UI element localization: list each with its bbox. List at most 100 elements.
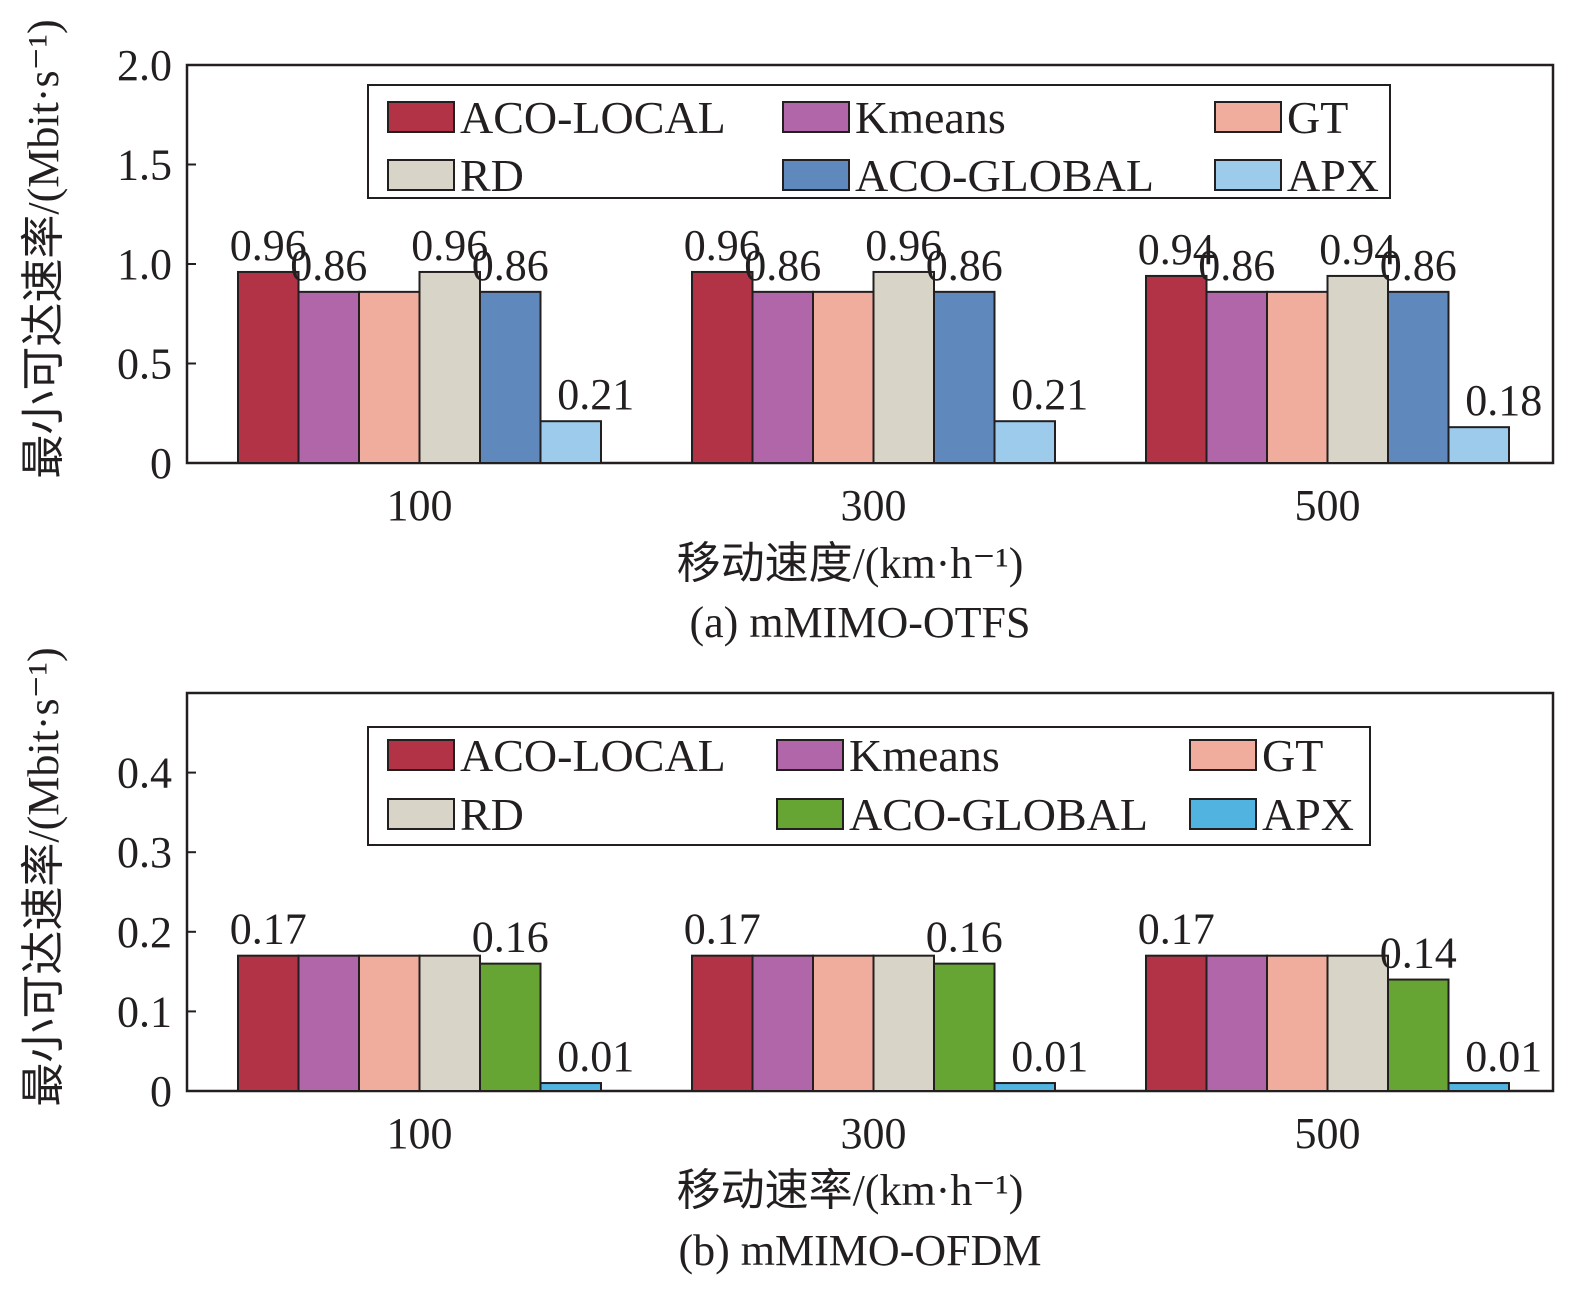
legend-swatch-apx bbox=[1189, 798, 1257, 830]
data-label: 0.94 bbox=[1319, 225, 1396, 274]
bar-apx-100 bbox=[539, 420, 602, 464]
chart-caption: (a) mMIMO-OTFS bbox=[690, 598, 1031, 647]
x-tick-label: 500 bbox=[1295, 481, 1361, 530]
legend-swatch-aco-global bbox=[776, 798, 844, 830]
y-tick-label: 1.5 bbox=[117, 141, 172, 190]
bar-apx-100 bbox=[539, 1082, 602, 1093]
x-tick-label: 500 bbox=[1295, 1109, 1361, 1158]
bar-apx-300 bbox=[993, 420, 1056, 464]
bar-aco-global-100 bbox=[479, 290, 542, 464]
x-axis-label: 移动速度/(km·h⁻¹) bbox=[677, 539, 1024, 588]
y-tick-label: 0 bbox=[150, 439, 172, 488]
y-tick-label: 0.3 bbox=[117, 828, 172, 877]
bar-apx-500 bbox=[1447, 426, 1510, 464]
y-tick-label: 0.5 bbox=[117, 340, 172, 389]
legend-label-kmeans: Kmeans bbox=[849, 730, 1000, 781]
data-label: 0.17 bbox=[684, 905, 761, 954]
y-axis-label: 最小可达速率/(Mbit·s⁻¹) bbox=[19, 647, 68, 1106]
y-tick-label: 0.1 bbox=[117, 987, 172, 1036]
bar-kmeans-300 bbox=[751, 954, 814, 1092]
y-axis-label: 最小可达速率/(Mbit·s⁻¹) bbox=[19, 19, 68, 478]
data-label: 0.01 bbox=[1465, 1032, 1542, 1081]
y-tick-label: 0.2 bbox=[117, 908, 172, 957]
bar-kmeans-100 bbox=[297, 954, 360, 1092]
legend: ACO-LOCAL Kmeans GT RD ACO-GLOBAL APX bbox=[367, 726, 1371, 846]
data-label: 0.21 bbox=[557, 370, 634, 419]
data-label: 0.96 bbox=[865, 221, 942, 270]
data-label: 0.86 bbox=[472, 241, 549, 290]
bar-rd-500 bbox=[1326, 954, 1389, 1092]
y-tick-label: 0 bbox=[150, 1067, 172, 1116]
data-label: 0.96 bbox=[684, 221, 761, 270]
bar-rd-300 bbox=[872, 954, 935, 1092]
legend-label-aco-global: ACO-GLOBAL bbox=[849, 789, 1148, 840]
legend: ACO-LOCAL Kmeans GT RD ACO-GLOBAL APX bbox=[367, 84, 1391, 201]
data-label: 0.94 bbox=[1138, 225, 1215, 274]
bar-aco-global-300 bbox=[933, 962, 996, 1093]
data-label: 0.86 bbox=[290, 241, 367, 290]
legend-swatch-gt bbox=[1214, 101, 1282, 133]
legend-label-gt: GT bbox=[1287, 92, 1348, 143]
data-label: 0.01 bbox=[557, 1032, 634, 1081]
legend-swatch-aco-local bbox=[387, 101, 455, 133]
chart-panel-2: 0 0.1 0.2 0.3 0.4 最小可达速率/(Mbit·s⁻¹) 0.17 0.17 0.… bbox=[19, 647, 1555, 1275]
legend-label-aco-local: ACO-LOCAL bbox=[460, 730, 726, 781]
legend-label-aco-global: ACO-GLOBAL bbox=[855, 150, 1154, 201]
data-label: 0.18 bbox=[1465, 376, 1542, 425]
data-label: 0.16 bbox=[472, 913, 549, 962]
bar-kmeans-300 bbox=[751, 290, 814, 464]
bar-aco-global-100 bbox=[479, 962, 542, 1093]
legend-label-kmeans: Kmeans bbox=[855, 92, 1006, 143]
data-label: 0.21 bbox=[1011, 370, 1088, 419]
bar-aco-local-100 bbox=[237, 954, 300, 1092]
bar-kmeans-100 bbox=[297, 290, 360, 464]
bar-aco-global-500 bbox=[1387, 978, 1450, 1092]
y-tick-label: 2.0 bbox=[117, 41, 172, 90]
bar-aco-local-500 bbox=[1145, 274, 1208, 464]
data-label: 0.96 bbox=[230, 221, 307, 270]
bar-gt-300 bbox=[812, 954, 875, 1092]
legend-label-rd: RD bbox=[460, 150, 524, 201]
legend-swatch-aco-global bbox=[782, 159, 850, 191]
legend-swatch-aco-local bbox=[387, 739, 455, 771]
legend-swatch-kmeans bbox=[776, 739, 844, 771]
bar-apx-500 bbox=[1447, 1082, 1510, 1093]
bar-aco-local-300 bbox=[691, 954, 754, 1092]
bar-aco-local-500 bbox=[1145, 954, 1208, 1092]
bar-aco-global-500 bbox=[1387, 290, 1450, 464]
legend-swatch-gt bbox=[1189, 739, 1257, 771]
y-tick-label: 1.0 bbox=[117, 240, 172, 289]
x-tick-label: 100 bbox=[387, 481, 453, 530]
chart-caption: (b) mMIMO-OFDM bbox=[679, 1226, 1042, 1275]
legend-swatch-apx bbox=[1214, 159, 1282, 191]
legend-label-aco-local: ACO-LOCAL bbox=[460, 92, 726, 143]
bar-rd-100 bbox=[418, 954, 481, 1092]
bar-kmeans-500 bbox=[1205, 954, 1268, 1092]
data-label: 0.96 bbox=[411, 221, 488, 270]
data-label: 0.17 bbox=[230, 905, 307, 954]
legend-swatch-rd bbox=[387, 798, 455, 830]
bar-gt-500 bbox=[1266, 954, 1329, 1092]
legend-swatch-kmeans bbox=[782, 101, 850, 133]
data-label: 0.14 bbox=[1380, 929, 1457, 978]
bar-gt-300 bbox=[812, 290, 875, 464]
y-tick-label: 0.4 bbox=[117, 749, 172, 798]
bar-rd-500 bbox=[1326, 274, 1389, 464]
bar-aco-local-300 bbox=[691, 270, 754, 464]
x-tick-label: 300 bbox=[841, 1109, 907, 1158]
legend-swatch-rd bbox=[387, 159, 455, 191]
data-label: 0.86 bbox=[926, 241, 1003, 290]
data-label: 0.86 bbox=[1198, 241, 1275, 290]
bar-aco-global-300 bbox=[933, 290, 996, 464]
bar-rd-100 bbox=[418, 270, 481, 464]
data-label: 0.16 bbox=[926, 913, 1003, 962]
legend-label-rd: RD bbox=[460, 789, 524, 840]
legend-label-gt: GT bbox=[1262, 730, 1323, 781]
data-label: 0.86 bbox=[744, 241, 821, 290]
bar-gt-500 bbox=[1266, 290, 1329, 464]
x-tick-label: 100 bbox=[387, 1109, 453, 1158]
bar-aco-local-100 bbox=[237, 270, 300, 464]
